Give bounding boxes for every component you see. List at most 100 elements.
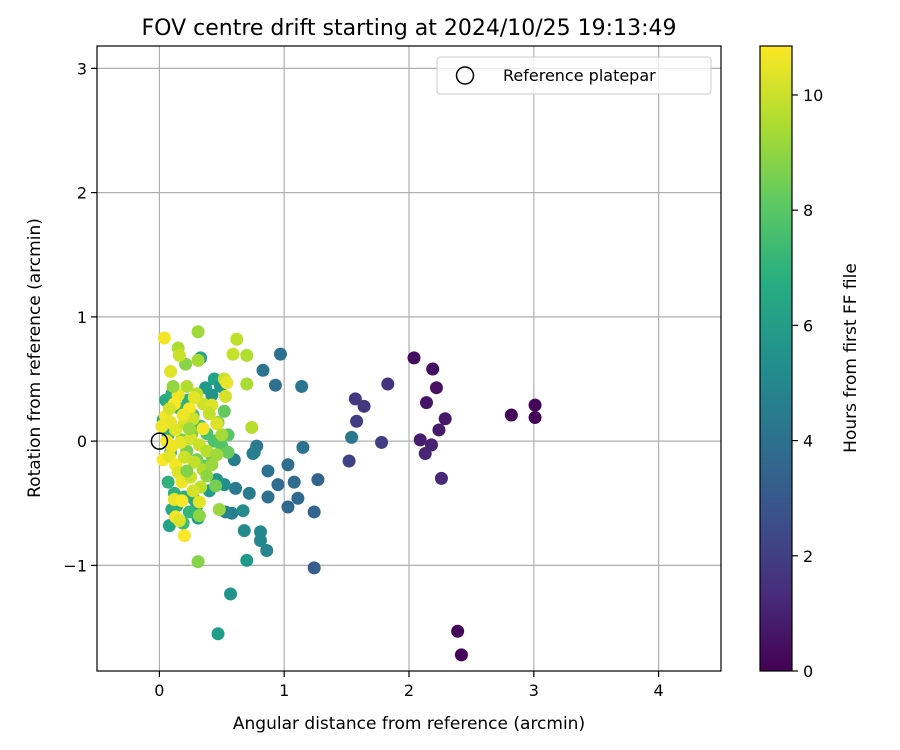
data-point [226, 347, 240, 361]
data-point [186, 412, 200, 426]
colorbar-tick-label: 6 [803, 316, 813, 335]
data-point [182, 422, 196, 436]
data-point [162, 402, 176, 416]
data-point [182, 505, 196, 519]
data-point [157, 331, 171, 345]
data-point [256, 363, 270, 377]
data-point [307, 561, 321, 575]
data-point [221, 445, 235, 459]
data-point [311, 473, 325, 487]
x-tick-label: 3 [529, 681, 539, 700]
data-point [240, 553, 254, 567]
data-point [342, 454, 356, 468]
data-point [432, 423, 446, 437]
legend-entry-label: Reference platepar [503, 66, 656, 85]
data-point [192, 509, 206, 523]
data-point [186, 484, 200, 498]
data-point [215, 428, 229, 442]
data-point [307, 505, 321, 519]
colorbar-tick-label: 2 [803, 547, 813, 566]
data-point [281, 500, 295, 514]
data-point [174, 435, 188, 449]
data-point [177, 529, 191, 543]
data-point [345, 430, 359, 444]
legend: Reference platepar [436, 56, 712, 95]
colorbar-ticks: 0 2 4 6 8 10 [792, 86, 823, 681]
data-point [209, 479, 223, 493]
legend-box [436, 56, 712, 95]
colorbar-label: Hours from first FF file [841, 263, 861, 453]
colorbar-tick-label: 4 [803, 432, 813, 451]
data-point [418, 447, 432, 461]
data-point [413, 433, 427, 447]
data-point [191, 555, 205, 569]
y-axis-ticks: −1 0 1 2 3 [63, 59, 97, 575]
data-point [172, 514, 186, 528]
colorbar-tick-label: 8 [803, 201, 813, 220]
data-point [187, 391, 201, 405]
data-point [210, 417, 224, 431]
data-point [166, 379, 180, 393]
x-axis-label: Angular distance from reference (arcmin) [233, 714, 585, 734]
x-axis-ticks: 0 1 2 3 4 [154, 671, 664, 700]
data-point [155, 419, 169, 433]
legend-marker [455, 66, 475, 85]
data-points [155, 325, 542, 662]
data-point [191, 353, 205, 367]
data-point [381, 377, 395, 391]
data-point [454, 648, 468, 662]
data-point [224, 587, 238, 601]
data-point [237, 524, 251, 538]
data-point [202, 407, 216, 421]
data-point [212, 502, 226, 516]
data-point [261, 464, 275, 478]
y-tick-label: 0 [77, 432, 87, 451]
data-point [528, 398, 542, 412]
colorbar [759, 45, 793, 672]
data-point [242, 486, 256, 500]
data-point [217, 404, 231, 418]
y-tick-label: 3 [77, 59, 87, 78]
colorbar-tick-label: 10 [803, 86, 823, 105]
data-point [180, 379, 194, 393]
data-point [451, 624, 465, 638]
data-point [271, 478, 285, 492]
data-point [245, 420, 259, 434]
data-point [240, 348, 254, 362]
data-point [240, 377, 254, 391]
data-point [219, 389, 233, 403]
data-point [200, 444, 214, 458]
data-point [291, 491, 305, 505]
data-point [177, 450, 191, 464]
data-point [528, 411, 542, 425]
data-point [281, 458, 295, 472]
data-point [504, 408, 518, 422]
data-point [229, 481, 243, 495]
data-point [261, 490, 275, 504]
x-tick-label: 1 [279, 681, 289, 700]
data-point [164, 365, 178, 379]
data-point [438, 412, 452, 426]
data-point [429, 381, 443, 395]
data-point [161, 475, 175, 489]
data-point [295, 379, 309, 393]
data-point [172, 348, 186, 362]
data-point [296, 440, 310, 454]
data-point [375, 435, 389, 449]
data-point [200, 469, 214, 483]
data-point [230, 332, 244, 346]
x-tick-label: 2 [404, 681, 414, 700]
data-point [426, 362, 440, 376]
y-tick-label: 2 [77, 184, 87, 203]
data-point [180, 464, 194, 478]
data-point [210, 448, 224, 462]
colorbar-tick-label: 0 [803, 662, 813, 681]
data-point [348, 392, 362, 406]
data-point [236, 504, 250, 518]
data-point [191, 325, 205, 339]
data-point [260, 543, 274, 557]
data-point [273, 347, 287, 361]
y-tick-label: 1 [77, 308, 87, 327]
